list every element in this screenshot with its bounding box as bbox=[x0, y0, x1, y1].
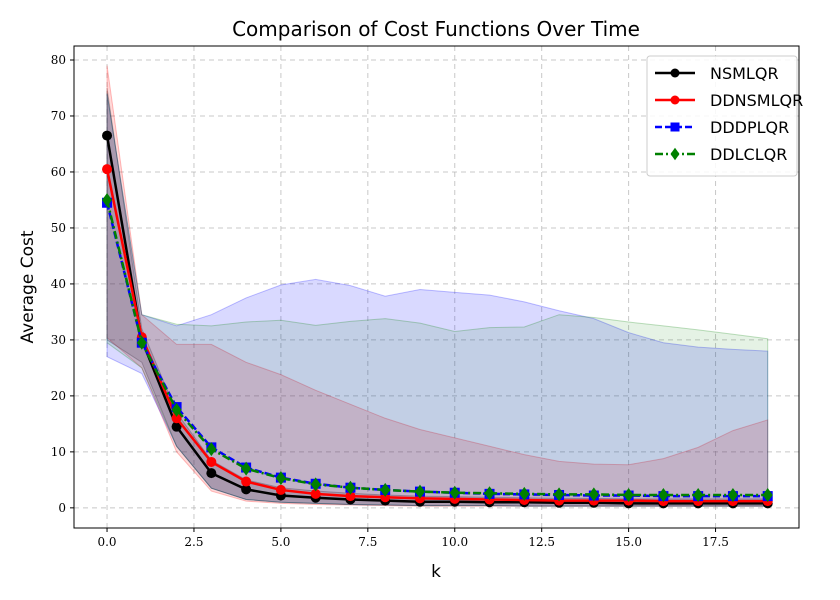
data-point-circle bbox=[102, 164, 113, 175]
y-tick-label: 80 bbox=[51, 53, 66, 67]
x-tick-label: 7.5 bbox=[358, 535, 377, 549]
legend-label: DDLCLQR bbox=[710, 145, 787, 164]
x-axis-label: k bbox=[431, 562, 441, 582]
y-tick-label: 10 bbox=[51, 445, 66, 459]
data-point-circle bbox=[275, 484, 286, 495]
legend-item-dddplqr: DDDPLQR bbox=[655, 118, 789, 137]
data-point-circle bbox=[171, 413, 182, 424]
x-tick-label: 10.0 bbox=[441, 535, 468, 549]
y-tick-label: 50 bbox=[51, 221, 66, 235]
data-point-circle bbox=[241, 476, 252, 487]
x-tick-label: 12.5 bbox=[528, 535, 555, 549]
y-tick-label: 40 bbox=[51, 277, 66, 291]
x-tick-label: 15.0 bbox=[615, 535, 642, 549]
x-axis-ticks: 0.0 2.5 5.0 7.5 10.0 12.5 15.0 17.5 bbox=[97, 528, 729, 549]
data-point-diamond bbox=[171, 402, 182, 417]
data-point-diamond bbox=[658, 487, 669, 502]
data-point-diamond bbox=[275, 471, 286, 486]
data-point-diamond bbox=[623, 487, 634, 502]
series-line bbox=[105, 168, 768, 503]
data-point-diamond bbox=[380, 482, 391, 497]
legend: NSMLQR DDNSMLQR DDDPLQR DDLCLQR bbox=[646, 55, 803, 177]
x-tick-label: 5.0 bbox=[271, 535, 290, 549]
data-point-diamond bbox=[414, 484, 425, 499]
legend-item-nsmlqr: NSMLQR bbox=[655, 64, 779, 83]
y-axis-label: Average Cost bbox=[18, 230, 38, 343]
legend-box bbox=[646, 55, 798, 177]
data-point-diamond bbox=[136, 335, 147, 350]
legend-label: NSMLQR bbox=[710, 64, 779, 83]
y-tick-label: 30 bbox=[51, 333, 66, 347]
data-point-diamond bbox=[310, 477, 321, 492]
data-point-circle bbox=[670, 68, 680, 78]
chart-title: Comparison of Cost Functions Over Time bbox=[232, 17, 640, 41]
legend-item-ddnsmlqr: DDNSMLQR bbox=[655, 91, 803, 110]
data-point-diamond bbox=[241, 461, 252, 476]
data-point-circle bbox=[206, 468, 217, 479]
data-point-diamond bbox=[484, 486, 495, 501]
series-line bbox=[105, 199, 768, 497]
y-tick-label: 20 bbox=[51, 389, 66, 403]
data-point-diamond bbox=[102, 192, 113, 207]
data-point-square bbox=[670, 122, 680, 132]
data-point-diamond bbox=[519, 486, 530, 501]
data-point-diamond bbox=[206, 442, 217, 457]
data-point-circle bbox=[310, 488, 321, 499]
data-point-diamond bbox=[670, 147, 680, 161]
data-point-diamond bbox=[588, 487, 599, 502]
legend-item-ddlclqr: DDLCLQR bbox=[655, 145, 787, 164]
series-line bbox=[105, 135, 768, 505]
x-tick-label: 0.0 bbox=[97, 535, 116, 549]
data-point-diamond bbox=[762, 487, 773, 502]
y-axis-ticks: 0 10 20 30 40 50 60 70 80 bbox=[51, 53, 74, 515]
y-tick-label: 70 bbox=[51, 109, 66, 123]
data-point-diamond bbox=[345, 480, 356, 495]
data-point-circle bbox=[241, 484, 252, 495]
data-point-circle bbox=[670, 95, 680, 105]
data-point-diamond bbox=[727, 487, 738, 502]
data-point-circle bbox=[206, 456, 217, 467]
series-ddlclqr bbox=[102, 192, 773, 502]
y-tick-label: 60 bbox=[51, 165, 66, 179]
legend-label: DDNSMLQR bbox=[710, 91, 803, 110]
x-tick-label: 17.5 bbox=[702, 535, 729, 549]
data-point-diamond bbox=[449, 485, 460, 500]
x-tick-label: 2.5 bbox=[184, 535, 203, 549]
data-point-circle bbox=[102, 130, 113, 141]
data-point-diamond bbox=[554, 487, 565, 502]
data-point-circle bbox=[345, 491, 356, 502]
legend-label: DDDPLQR bbox=[710, 118, 789, 137]
series-lines bbox=[102, 130, 773, 509]
data-point-diamond bbox=[693, 487, 704, 502]
plot-frame bbox=[73, 45, 800, 529]
y-tick-label: 0 bbox=[58, 501, 66, 515]
data-point-circle bbox=[171, 421, 182, 432]
